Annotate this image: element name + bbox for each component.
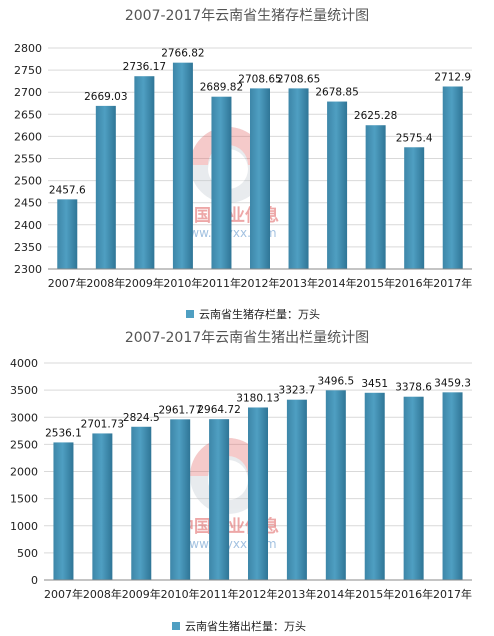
bar	[404, 147, 425, 269]
y-tick-label: 2750	[14, 64, 42, 77]
x-tick-label: 2014年	[316, 587, 355, 601]
legend-label: 云南省生猪出栏量：万头	[185, 619, 306, 633]
data-label: 2736.17	[123, 61, 166, 73]
data-label: 2712.9	[434, 71, 471, 83]
bar	[131, 426, 152, 580]
x-tick-label: 2014年	[318, 276, 357, 290]
y-tick-label: 500	[17, 547, 38, 560]
data-label: 2669.03	[84, 91, 127, 103]
y-tick-label: 2450	[14, 197, 42, 210]
chart-pig-slaughter: 2007-2017年云南省生猪出栏量统计图 0 500 1000 1500 2000 250…	[0, 326, 494, 636]
x-tick-label: 2007年	[48, 276, 87, 290]
bar	[365, 125, 386, 269]
x-tick-label: 2015年	[355, 587, 394, 601]
bar	[286, 399, 307, 580]
data-label: 2964.72	[197, 404, 240, 416]
bar	[134, 76, 155, 269]
y-tick-label: 2600	[14, 130, 42, 143]
x-tick-label: 2009年	[125, 276, 164, 290]
bar	[53, 442, 74, 580]
data-label: 2708.65	[238, 73, 281, 85]
y-tick-label: 2500	[14, 175, 42, 188]
x-tick-label: 2009年	[122, 587, 161, 601]
bar	[170, 419, 191, 580]
legend-swatch	[186, 310, 194, 318]
y-tick-label: 2300	[14, 263, 42, 276]
x-tick-label: 2010年	[161, 587, 200, 601]
chart-pig-stock: 2007-2017年云南省生猪存栏量统计图 2300 2350 2400 2450 250…	[14, 8, 472, 321]
chart-pig-slaughter-svg: 2007-2017年云南省生猪出栏量统计图 0 500 1000 1500 2000 250…	[10, 330, 472, 633]
bar	[92, 433, 113, 580]
bar	[288, 88, 309, 269]
data-label: 3496.5	[317, 375, 354, 387]
y-tick-label: 2800	[14, 42, 42, 55]
y-tick-label: 2400	[14, 219, 42, 232]
y-tick-label: 2550	[14, 153, 42, 166]
y-tick-label: 2350	[14, 241, 42, 254]
data-label: 3378.6	[395, 382, 432, 394]
watermark-arc-icon	[190, 438, 266, 476]
data-label: 3451	[361, 378, 388, 390]
data-label: 2575.4	[396, 132, 433, 144]
data-label: 2457.6	[49, 184, 86, 196]
watermark-arc-icon	[190, 127, 266, 165]
bar	[364, 392, 385, 580]
bar	[172, 62, 193, 270]
chart-pig-stock-svg: 2007-2017年云南省生猪存栏量统计图 2300 2350 2400 2450 250…	[14, 8, 472, 321]
bar	[325, 390, 346, 580]
x-tick-label: 2016年	[394, 587, 433, 601]
bar	[327, 101, 348, 269]
bar	[209, 419, 230, 580]
x-tick-label: 2017年	[433, 587, 472, 601]
bar	[403, 396, 424, 580]
data-label: 2536.1	[45, 427, 82, 439]
chart-title: 2007-2017年云南省生猪出栏量统计图	[125, 330, 369, 346]
data-label: 3323.7	[279, 385, 316, 397]
x-tick-label: 2013年	[277, 587, 316, 601]
y-tick-label: 3000	[10, 411, 38, 424]
data-label: 2625.28	[354, 110, 397, 122]
data-label: 2961.77	[158, 404, 201, 416]
x-tick-label: 2016年	[395, 276, 434, 290]
data-label: 3180.13	[236, 392, 279, 404]
data-label: 2701.73	[81, 418, 124, 430]
y-tick-label: 0	[31, 574, 38, 587]
x-tick-label: 2008年	[83, 587, 122, 601]
bar	[211, 96, 232, 270]
bar	[57, 199, 78, 269]
y-tick-label: 1500	[10, 493, 38, 506]
y-tick-label: 2000	[10, 466, 38, 479]
x-tick-label: 2017年	[433, 276, 472, 290]
data-label: 2689.82	[200, 82, 243, 94]
x-tick-label: 2011年	[202, 276, 241, 290]
data-label: 2708.65	[277, 73, 320, 85]
y-tick-label: 2650	[14, 108, 42, 121]
legend-swatch	[172, 622, 180, 630]
x-tick-label: 2012年	[239, 587, 278, 601]
x-tick-label: 2013年	[279, 276, 318, 290]
chart-title: 2007-2017年云南省生猪存栏量统计图	[125, 8, 369, 24]
x-tick-label: 2007年	[44, 587, 83, 601]
y-tick-label: 2500	[10, 438, 38, 451]
data-label: 2766.82	[161, 48, 204, 60]
data-label: 3459.3	[434, 377, 471, 389]
x-tick-label: 2011年	[200, 587, 239, 601]
y-tick-label: 2700	[14, 86, 42, 99]
y-tick-label: 4000	[10, 357, 38, 370]
legend-label: 云南省生猪存栏量：万头	[199, 307, 320, 321]
bar	[248, 407, 268, 580]
x-tick-label: 2012年	[241, 276, 280, 290]
x-tick-label: 2008年	[86, 276, 125, 290]
bar	[442, 392, 463, 580]
data-label: 2824.5	[123, 412, 160, 424]
y-tick-label: 1000	[10, 520, 38, 533]
bar	[250, 88, 270, 269]
x-tick-label: 2015年	[356, 276, 395, 290]
data-label: 2678.85	[315, 87, 358, 99]
y-tick-label: 3500	[10, 384, 38, 397]
bar	[442, 86, 463, 269]
x-tick-label: 2010年	[163, 276, 202, 290]
bar	[95, 105, 116, 270]
